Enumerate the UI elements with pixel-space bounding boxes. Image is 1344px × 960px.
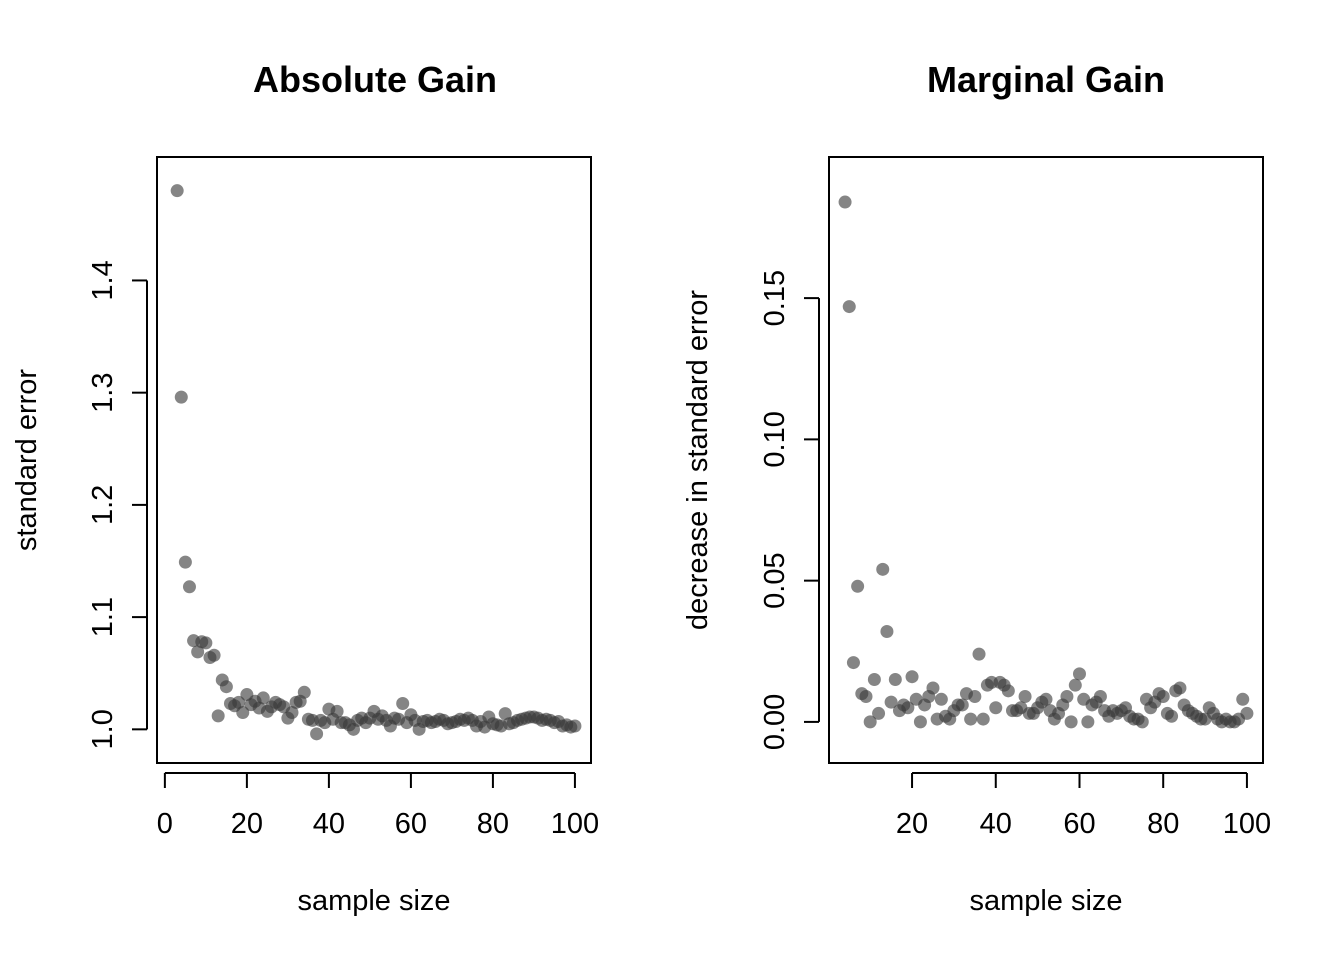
data-point: [1173, 681, 1187, 695]
data-point: [872, 706, 886, 720]
data-point: [1068, 678, 1082, 692]
y-tick-label: 0.00: [759, 694, 791, 750]
data-point: [182, 580, 196, 594]
data-point: [285, 706, 299, 719]
panel-absolute-gain: Absolute Gain sample size standard error…: [11, 59, 599, 917]
data-point: [191, 645, 205, 659]
data-point: [846, 656, 860, 670]
data-point: [174, 390, 188, 404]
data-point: [297, 685, 311, 699]
y-tick-label: 1.2: [87, 485, 119, 525]
data-point: [178, 555, 192, 569]
x-tick-label: 20: [231, 808, 263, 840]
y-tick-label: 1.4: [87, 260, 119, 300]
x-tick-label: 0: [157, 808, 173, 840]
data-point: [211, 709, 225, 723]
data-point: [901, 701, 915, 715]
chart-title: Absolute Gain: [253, 59, 497, 100]
data-point: [1039, 692, 1053, 706]
data-point: [1093, 689, 1107, 703]
y-tick-label: 1.0: [87, 709, 119, 749]
plot-frame: [828, 156, 1264, 764]
data-point: [1064, 715, 1078, 729]
data-point: [955, 698, 969, 712]
data-point: [934, 692, 948, 706]
y-tick-label: 0.10: [759, 411, 791, 467]
x-tick-label: 60: [1063, 808, 1095, 840]
data-point: [884, 695, 898, 709]
plot-frame: [156, 156, 592, 764]
data-point: [1135, 715, 1149, 729]
x-tick-label: 20: [896, 808, 928, 840]
data-point: [1072, 667, 1086, 681]
data-point: [568, 719, 582, 733]
data-point: [1001, 684, 1015, 698]
data-point: [207, 648, 221, 662]
data-point: [256, 691, 270, 705]
data-point: [219, 680, 233, 694]
data-point: [1060, 689, 1074, 703]
data-point: [396, 697, 410, 711]
data-point: [498, 707, 512, 721]
data-point: [989, 701, 1003, 715]
data-point: [859, 689, 873, 703]
y-axis-label: decrease in standard error: [682, 290, 714, 630]
x-tick-label: 60: [395, 808, 427, 840]
data-points: [170, 184, 582, 741]
data-point: [1081, 715, 1095, 729]
data-point: [170, 184, 184, 198]
panel-marginal-gain: Marginal Gain sample size decrease in st…: [682, 59, 1271, 917]
x-tick-label: 80: [1147, 808, 1179, 840]
x-axis-label: sample size: [297, 885, 450, 917]
data-point: [232, 695, 246, 709]
data-point: [838, 195, 852, 209]
data-point: [863, 715, 877, 729]
x-tick-label: 100: [551, 808, 599, 840]
data-point: [968, 689, 982, 703]
y-tick-label: 0.15: [759, 270, 791, 326]
data-point: [880, 624, 894, 638]
x-tick-label: 100: [1223, 808, 1271, 840]
y-axis-label: standard error: [11, 369, 43, 551]
data-points: [838, 195, 1254, 729]
data-point: [851, 579, 865, 593]
data-point: [1240, 706, 1254, 720]
data-point: [1236, 692, 1250, 706]
data-point: [913, 715, 927, 729]
data-point: [867, 673, 881, 687]
y-tick-label: 0.05: [759, 552, 791, 608]
data-point: [972, 647, 986, 661]
x-tick-label: 80: [477, 808, 509, 840]
data-point: [964, 712, 978, 726]
data-point: [1156, 689, 1170, 703]
data-point: [199, 636, 213, 650]
data-point: [310, 727, 324, 741]
data-point: [842, 300, 856, 314]
data-point: [330, 704, 344, 718]
data-point: [236, 706, 250, 719]
x-tick-label: 40: [980, 808, 1012, 840]
chart-title: Marginal Gain: [927, 59, 1165, 100]
data-point: [888, 673, 902, 687]
data-point: [1018, 689, 1032, 703]
axes: 20 40 60 80 100 0.00 0.05 0.10 0.15: [759, 270, 1271, 840]
data-point: [876, 562, 890, 576]
data-point: [976, 712, 990, 726]
y-tick-label: 1.3: [87, 373, 119, 413]
x-axis-label: sample size: [969, 885, 1122, 917]
x-tick-label: 40: [313, 808, 345, 840]
axes: 0 20 40 60 80 100 1.0 1.1 1.2 1.3 1.4: [87, 260, 599, 840]
y-tick-label: 1.1: [87, 597, 119, 637]
data-point: [905, 670, 919, 684]
data-point: [1165, 709, 1179, 723]
data-point: [926, 681, 940, 695]
